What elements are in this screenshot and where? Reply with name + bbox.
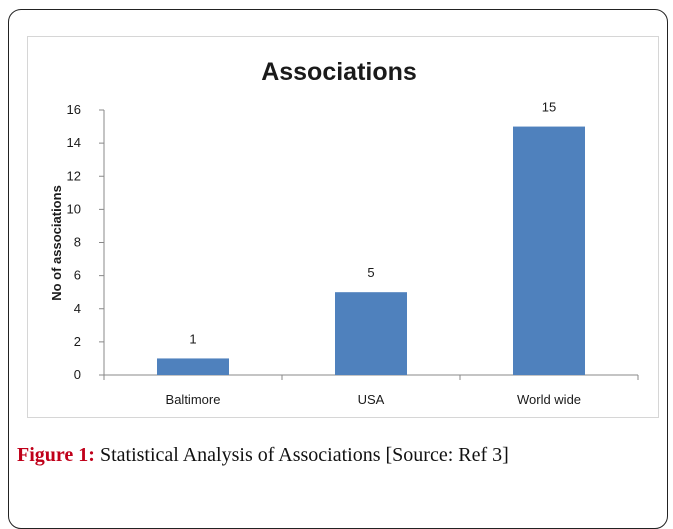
y-tick-label: 8: [74, 235, 81, 250]
y-tick-label: 14: [67, 135, 81, 150]
y-tick-label: 6: [74, 268, 81, 283]
data-label: 1: [189, 331, 196, 346]
figure-caption-text: Statistical Analysis of Associations [So…: [99, 444, 509, 466]
chart-title: Associations: [261, 58, 417, 86]
x-axis: Baltimore USA World wide: [103, 374, 639, 407]
bar-series: [157, 126, 585, 375]
figure-caption: Figure 1: Statistical Analysis of Associ…: [17, 444, 509, 467]
data-label: 15: [542, 100, 556, 115]
x-tick-label: Baltimore: [166, 392, 221, 407]
data-label: 5: [367, 265, 374, 280]
y-tick-label: 12: [67, 168, 81, 183]
bar: [157, 358, 229, 375]
y-axis: 0 2 4 6 8 10 12 14 16: [67, 102, 105, 382]
bar-chart: Associations No of associations 0 2 4 6 8 10 1…: [49, 58, 639, 407]
y-tick-label: 0: [74, 367, 81, 382]
x-tick-label: World wide: [517, 392, 581, 407]
x-tick-label: USA: [358, 392, 385, 407]
y-tick-label: 2: [74, 334, 81, 349]
y-tick-label: 4: [74, 301, 81, 316]
y-tick-label: 10: [67, 201, 81, 216]
bar: [335, 292, 407, 375]
y-axis-title: No of associations: [49, 185, 64, 301]
bar: [513, 126, 585, 375]
y-tick-label: 16: [67, 102, 81, 117]
figure-caption-label: Figure 1:: [17, 444, 95, 466]
